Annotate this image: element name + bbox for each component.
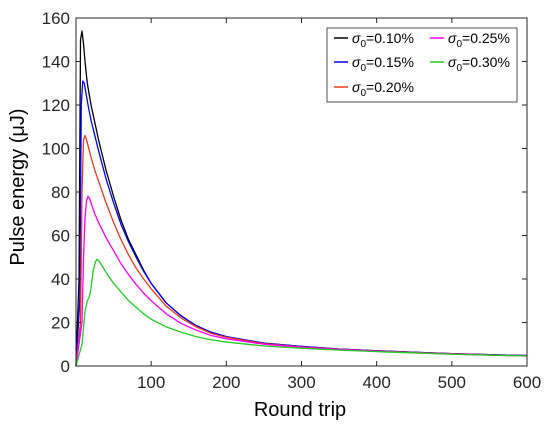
x-tick-label: 600 — [513, 373, 541, 392]
legend-entry-5: σ0=0.30% — [430, 54, 510, 74]
y-axis-label: Pulse energy (μJ) — [7, 108, 29, 265]
legend-label: σ0=0.10% — [352, 30, 414, 50]
legend-entry-3: σ0=0.20% — [334, 79, 414, 99]
x-axis-label: Round trip — [254, 399, 346, 421]
legend-label: σ0=0.25% — [448, 30, 510, 50]
legend-label: σ0=0.15% — [352, 54, 414, 74]
x-tick-label: 300 — [287, 373, 315, 392]
axis-tick-labels: 100 200 300 400 500 600 0 20 40 60 80 100 120 140 160 — [42, 9, 542, 392]
y-tick-label: 40 — [51, 270, 70, 289]
y-tick-label: 100 — [42, 140, 70, 159]
y-tick-label: 80 — [51, 183, 70, 202]
x-tick-label: 400 — [362, 373, 390, 392]
y-tick-label: 0 — [61, 357, 70, 376]
legend-entry-1: σ0=0.10% — [334, 30, 414, 50]
axis-ticks — [76, 17, 528, 367]
y-tick-label: 160 — [42, 9, 70, 28]
y-tick-label: 140 — [42, 53, 70, 72]
legend-box — [326, 27, 518, 103]
y-tick-label: 60 — [51, 227, 70, 246]
x-tick-label: 500 — [438, 373, 466, 392]
x-tick-label: 200 — [212, 373, 240, 392]
chart-legend: σ0=0.10% σ0=0.15% σ0=0.20% σ0=0.25% σ0=0.30% — [326, 27, 518, 103]
series-line-5 — [75, 258, 528, 367]
legend-entry-2: σ0=0.15% — [334, 54, 414, 74]
series-lines — [75, 30, 528, 367]
y-tick-label: 120 — [42, 96, 70, 115]
legend-entry-4: σ0=0.25% — [430, 30, 510, 50]
y-tick-label: 20 — [51, 314, 70, 333]
legend-label: σ0=0.20% — [352, 79, 414, 99]
x-tick-label: 100 — [137, 373, 165, 392]
legend-label: σ0=0.30% — [448, 54, 510, 74]
